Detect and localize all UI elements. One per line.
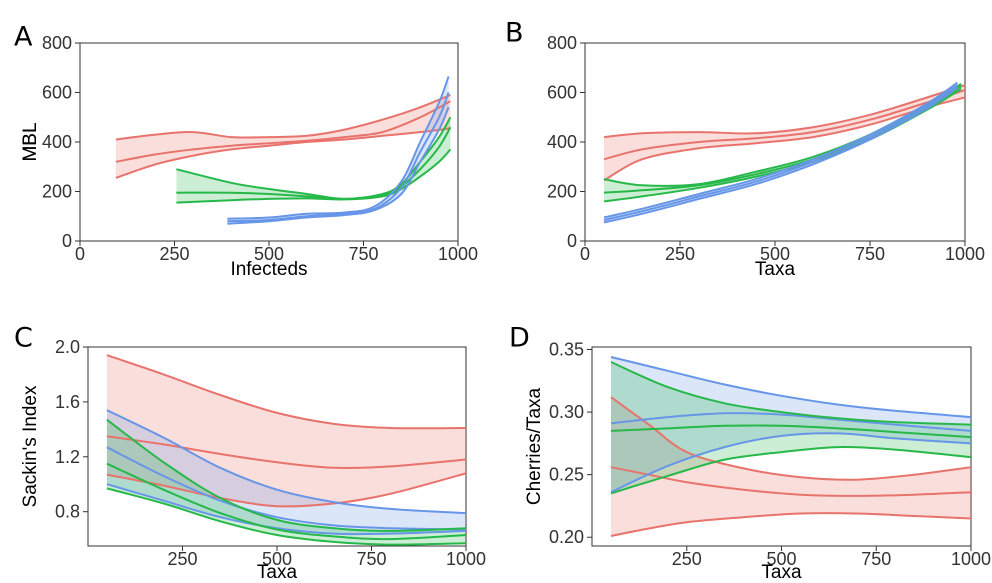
y-tick-label: 1.2 bbox=[55, 447, 80, 467]
panel-label: B bbox=[505, 18, 524, 49]
line-blue-lower bbox=[603, 86, 958, 224]
panel-b: B 0 250 500 750 1000 0 200 400 600 800 Taxa MBL bbox=[20, 18, 985, 281]
band-red bbox=[115, 95, 451, 178]
line-red-mid bbox=[603, 89, 965, 161]
line-blue-lower bbox=[610, 432, 971, 494]
y-tick-label: 2.0 bbox=[55, 337, 80, 357]
y-tick-label: 600 bbox=[42, 83, 72, 103]
y-tick-label: 0.25 bbox=[549, 465, 584, 485]
band-red bbox=[604, 85, 965, 181]
x-tick-label: 250 bbox=[672, 549, 702, 569]
line-red-lower bbox=[106, 472, 466, 508]
line-blue-mid bbox=[610, 412, 971, 432]
panel-label: A bbox=[14, 22, 33, 53]
x-tick-label: 750 bbox=[855, 244, 885, 264]
y-tick-label: 0.35 bbox=[549, 340, 584, 360]
x-tick-label: 500 bbox=[766, 549, 796, 569]
line-red-mid bbox=[610, 466, 971, 497]
y-tick-label: 800 bbox=[42, 33, 72, 53]
line-blue-mid bbox=[603, 84, 958, 221]
x-axis-title: Taxa bbox=[761, 562, 802, 583]
x-tick-label: 250 bbox=[665, 244, 695, 264]
band-red bbox=[106, 355, 466, 507]
panel-label: D bbox=[509, 323, 530, 354]
x-tick-label: 500 bbox=[760, 244, 790, 264]
panel-label: C bbox=[14, 323, 33, 354]
x-tick-label: 250 bbox=[167, 549, 197, 569]
line-blue-upper bbox=[610, 356, 971, 419]
line-green-lower bbox=[610, 446, 971, 495]
line-red-lower bbox=[610, 512, 971, 537]
x-tick-label: 250 bbox=[159, 244, 189, 264]
line-red-upper bbox=[115, 94, 451, 141]
line-blue-lower bbox=[106, 483, 466, 536]
x-axis-title: Infecteds bbox=[230, 259, 307, 280]
x-tick-label: 500 bbox=[262, 549, 292, 569]
line-green-lower bbox=[106, 487, 466, 546]
band-blue bbox=[227, 76, 449, 224]
band-green bbox=[176, 117, 451, 203]
line-red-lower bbox=[115, 127, 451, 179]
line-red-upper bbox=[106, 354, 466, 430]
panel-c: C 250 500 750 1000 0.8 1.2 1.6 2.0 Taxa Sackin's I… bbox=[14, 323, 486, 583]
line-blue-mid bbox=[106, 446, 466, 531]
line-blue-upper bbox=[603, 81, 958, 219]
x-tick-label: 750 bbox=[356, 549, 386, 569]
y-tick-label: 1.6 bbox=[55, 392, 80, 412]
y-tick-label: 0 bbox=[62, 231, 72, 251]
line-green-mid bbox=[106, 462, 466, 541]
x-axis-title: Taxa bbox=[257, 562, 298, 583]
line-green-lower bbox=[176, 148, 452, 204]
panel-a: A 0 250 500 750 1000 0 200 400 600 800 Infecteds MBL bbox=[14, 22, 478, 281]
x-tick-label: 500 bbox=[254, 244, 284, 264]
line-blue-upper bbox=[227, 76, 450, 220]
y-axis-title: MBL bbox=[20, 122, 41, 161]
line-red-upper bbox=[603, 84, 965, 139]
y-tick-label: 0.8 bbox=[55, 502, 80, 522]
line-blue-lower bbox=[227, 106, 450, 225]
y-tick-label: 800 bbox=[547, 33, 577, 53]
y-tick-label: 400 bbox=[42, 132, 72, 152]
x-tick-label: 1000 bbox=[951, 549, 991, 569]
y-tick-label: 400 bbox=[547, 132, 577, 152]
y-tick-label: 200 bbox=[547, 182, 577, 202]
x-tick-label: 0 bbox=[75, 244, 85, 264]
y-tick-label: 600 bbox=[547, 83, 577, 103]
x-tick-label: 1000 bbox=[438, 244, 478, 264]
y-tick-label: 0.20 bbox=[549, 527, 584, 547]
line-blue-upper bbox=[106, 409, 466, 515]
line-red-mid bbox=[106, 435, 466, 470]
y-axis-title: MBL bbox=[20, 122, 41, 161]
line-red-upper bbox=[610, 396, 971, 481]
line-green-mid bbox=[610, 424, 971, 439]
x-tick-label: 750 bbox=[348, 244, 378, 264]
panel-d: D 250 500 750 1000 0.20 0.25 0.30 0.35 Taxa Cherri… bbox=[509, 323, 991, 583]
y-tick-label: 0.30 bbox=[549, 402, 584, 422]
y-tick-label: 200 bbox=[42, 182, 72, 202]
y-tick-label: 0 bbox=[567, 231, 577, 251]
x-tick-label: 750 bbox=[861, 549, 891, 569]
line-green-upper bbox=[610, 361, 971, 426]
x-tick-label: 1000 bbox=[945, 244, 985, 264]
line-green-upper bbox=[106, 418, 466, 532]
band-green bbox=[611, 362, 971, 494]
y-axis-title: Cherries/Taxa bbox=[524, 387, 545, 505]
x-axis-title: Taxa bbox=[755, 259, 796, 280]
line-blue-mid bbox=[227, 92, 450, 223]
band-red bbox=[611, 397, 971, 536]
x-tick-label: 1000 bbox=[446, 549, 486, 569]
line-red-mid bbox=[115, 100, 451, 163]
band-blue bbox=[611, 357, 971, 493]
x-tick-label: 0 bbox=[580, 244, 590, 264]
y-axis-title: Sackin's Index bbox=[20, 385, 41, 507]
